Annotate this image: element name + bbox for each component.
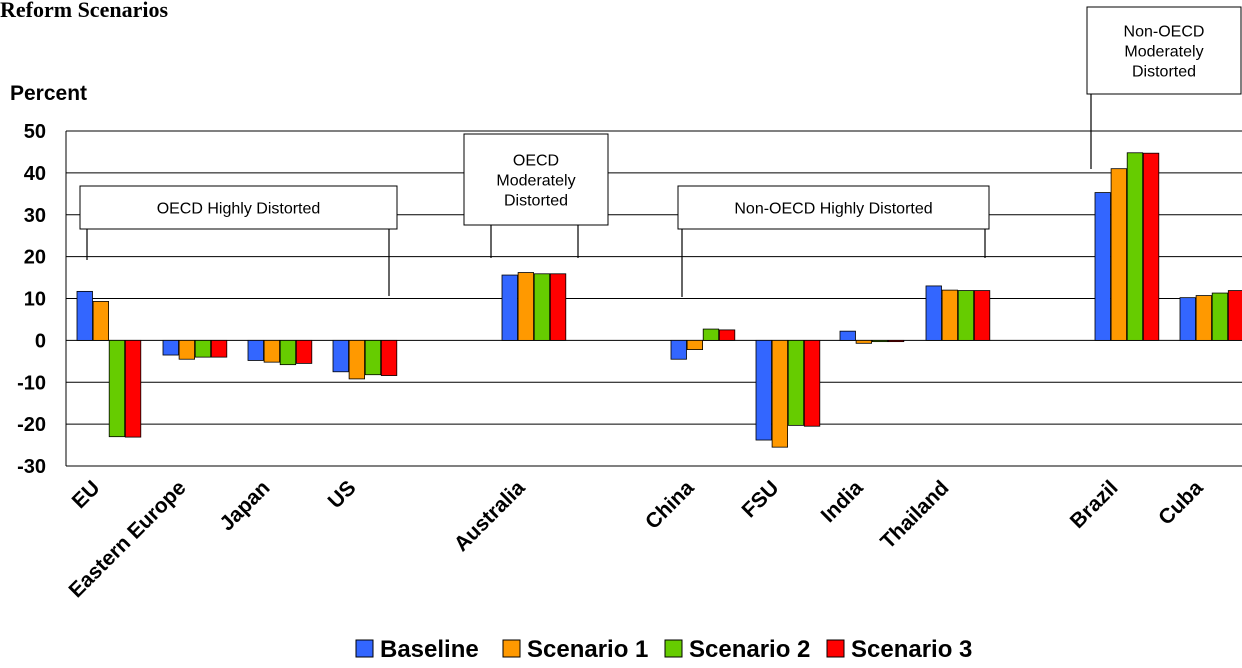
legend-label: Scenario 2 — [689, 636, 810, 663]
annotation-text: OECD — [513, 153, 559, 170]
x-tick-label: US — [324, 476, 361, 513]
annotation-oecd-moderately-distorted: OECD Moderately Distorted — [463, 133, 609, 258]
bar-fsu-s2 — [771, 339, 788, 448]
x-tick-label: India — [817, 476, 868, 527]
bar-china-s4 — [718, 329, 736, 341]
bar-australia-s2 — [517, 272, 534, 341]
bar-japan-s1 — [247, 339, 264, 361]
bar-thailand-s1 — [925, 285, 942, 341]
annotation-text: OECD Highly Distorted — [157, 201, 321, 218]
annotation-non-oecd-highly-distorted: Non-OECD Highly Distorted — [677, 185, 990, 297]
bar-brazil-s2 — [1110, 168, 1127, 341]
annotation-text: Distorted — [1132, 64, 1196, 81]
bar-india-s3 — [871, 339, 889, 343]
x-tick-label: Thailand — [876, 476, 953, 553]
bar-china-s2 — [686, 339, 703, 350]
x-tick-label: Japan — [215, 476, 274, 535]
bar-australia-s3 — [533, 273, 551, 341]
x-tick-label: Australia — [450, 476, 530, 556]
annotation-text: Non-OECD — [1124, 24, 1205, 41]
y-tick-label: 20 — [24, 247, 46, 269]
annotation-box — [1086, 6, 1242, 95]
annotation-text: Non-OECD Highly Distorted — [734, 201, 932, 218]
x-tick-label: China — [641, 476, 699, 534]
bar-eu-s4 — [124, 339, 142, 438]
bar-australia-s1 — [501, 274, 518, 341]
y-tick-label: 50 — [24, 121, 46, 143]
bar-fsu-s3 — [787, 339, 805, 426]
bar-brazil-s1 — [1094, 192, 1111, 341]
annotation-text: Moderately — [496, 173, 575, 190]
bar-brazil-s3 — [1126, 152, 1144, 341]
bar-fsu-s1 — [755, 339, 772, 441]
bar-thailand-s2 — [941, 289, 958, 341]
bar-us-s3 — [364, 339, 382, 376]
bar-us-s1 — [332, 339, 349, 373]
bar-india-s1 — [839, 330, 856, 341]
group-annotations: OECD Highly Distorted OECD Moderately Disto… — [79, 6, 1242, 297]
bar-thailand-s3 — [957, 290, 975, 341]
x-tick-label: Brazil — [1066, 476, 1123, 533]
x-tick-label: EU — [68, 476, 105, 513]
bar-eu-s2 — [92, 301, 109, 341]
bar-japan-s4 — [295, 339, 313, 364]
y-tick-labels: 50 40 30 20 10 0 -10 -20 -30 — [17, 121, 46, 478]
legend-label: Scenario 1 — [527, 636, 648, 663]
bar-us-s4 — [380, 339, 398, 376]
bars — [76, 152, 1242, 448]
y-axis-label: Percent — [10, 82, 87, 105]
annotation-oecd-highly-distorted: OECD Highly Distorted — [79, 185, 398, 296]
bar-eastern-europe-s4 — [210, 339, 228, 358]
annotation-box — [79, 185, 398, 230]
bar-cuba-s3 — [1211, 292, 1229, 341]
bar-eastern-europe-s1 — [162, 339, 179, 356]
y-tick-label: -10 — [17, 372, 46, 394]
y-tick-label: -30 — [17, 456, 46, 478]
bar-fsu-s4 — [803, 339, 821, 427]
annotation-box — [463, 133, 609, 226]
legend-swatch — [664, 639, 683, 658]
bar-india-s2 — [855, 339, 872, 344]
bar-cuba-s2 — [1195, 295, 1212, 341]
bar-us-s2 — [348, 339, 366, 380]
bar-japan-s2 — [263, 339, 281, 363]
bar-eastern-europe-s3 — [194, 339, 212, 358]
bar-eu-s3 — [108, 339, 126, 438]
legend-swatch — [826, 639, 845, 658]
bar-china-s1 — [670, 339, 687, 360]
y-tick-label: 40 — [24, 163, 46, 185]
bar-india-s4 — [887, 339, 905, 343]
legend-label: Baseline — [380, 636, 479, 663]
legend: Baseline Scenario 1 Scenario 2 Scenario 3 — [355, 636, 972, 663]
x-tick-label: Cuba — [1154, 476, 1208, 530]
bar-cuba-s4 — [1227, 290, 1242, 341]
annotation-text: Distorted — [504, 193, 568, 210]
y-tick-label: 0 — [35, 330, 46, 352]
bar-brazil-s4 — [1142, 152, 1160, 341]
y-tick-label: 30 — [24, 205, 46, 227]
bar-eastern-europe-s2 — [178, 339, 196, 360]
bar-australia-s4 — [549, 273, 567, 341]
bar-japan-s3 — [279, 339, 297, 366]
y-tick-label: -20 — [17, 414, 46, 436]
annotation-non-oecd-moderately-distorted: Non-OECD Moderately Distorted — [1086, 6, 1242, 169]
bar-cuba-s1 — [1179, 297, 1196, 341]
gridlines — [65, 130, 1242, 467]
bar-eu-s1 — [76, 290, 93, 341]
chart-title: Reform Scenarios — [0, 0, 168, 22]
x-tick-label: FSU — [738, 476, 784, 522]
legend-swatch — [355, 639, 374, 658]
legend-swatch — [502, 639, 521, 658]
legend-label: Scenario 3 — [851, 636, 972, 663]
y-tick-label: 10 — [24, 289, 46, 311]
annotation-box — [677, 185, 990, 230]
bar-thailand-s4 — [973, 290, 991, 341]
annotation-text: Moderately — [1124, 44, 1203, 61]
bar-china-s3 — [702, 328, 720, 341]
